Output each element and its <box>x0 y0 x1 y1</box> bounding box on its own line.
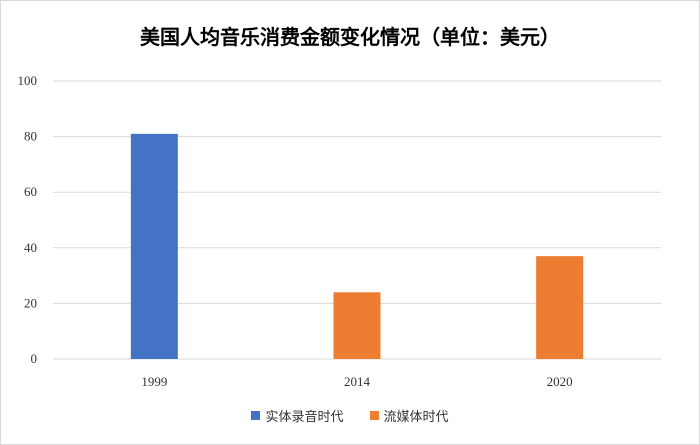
legend-swatch-physical <box>251 411 261 420</box>
bar-2014 <box>333 292 381 359</box>
legend: 实体录音时代 流媒体时代 <box>1 406 699 425</box>
legend-label-streaming: 流媒体时代 <box>383 410 449 425</box>
y-tick-label: 60 <box>24 184 37 199</box>
legend-swatch-streaming <box>369 411 379 420</box>
bar-2020 <box>536 256 584 359</box>
y-tick-label: 20 <box>24 295 37 310</box>
legend-item-streaming: 流媒体时代 <box>369 406 449 425</box>
y-tick-label: 0 <box>31 351 38 366</box>
y-tick-label: 40 <box>24 240 37 255</box>
bar-1999 <box>130 133 178 359</box>
y-tick-label: 80 <box>24 129 37 144</box>
x-tick-label: 1999 <box>141 374 167 389</box>
legend-label-physical: 实体录音时代 <box>265 410 344 425</box>
x-tick-label: 2014 <box>344 374 371 389</box>
chart-title: 美国人均音乐消费金额变化情况（单位：美元） <box>140 25 560 49</box>
x-tick-label: 2020 <box>547 374 573 389</box>
legend-item-physical: 实体录音时代 <box>251 406 344 425</box>
y-tick-label: 100 <box>18 73 38 88</box>
